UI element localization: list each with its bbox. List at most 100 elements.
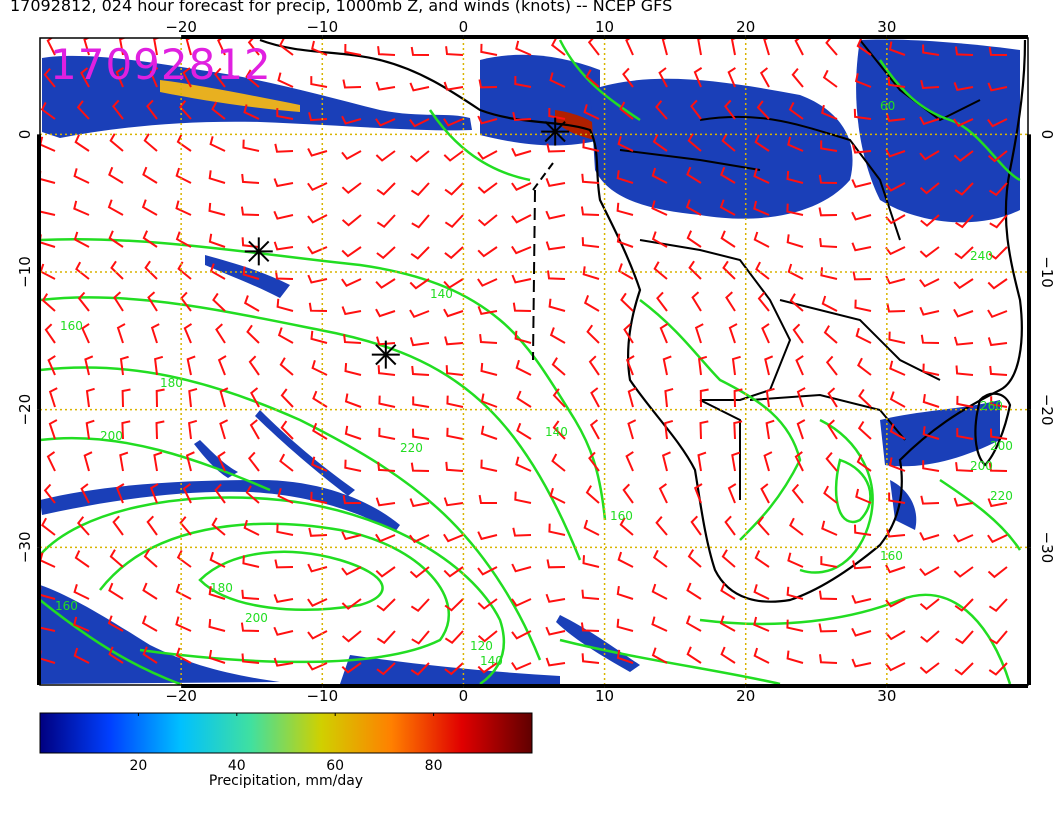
wind-barb xyxy=(851,242,872,252)
wind-barb xyxy=(375,533,396,543)
wind-barb xyxy=(753,616,770,632)
wind-barb xyxy=(445,46,464,56)
wind-barb xyxy=(728,323,738,344)
wind-barb xyxy=(919,116,940,126)
wind-barb xyxy=(546,559,566,569)
wind-barb xyxy=(551,38,566,56)
wind-barb xyxy=(242,266,260,280)
wind-barb xyxy=(547,270,566,280)
bottom-tick-bar xyxy=(181,684,323,688)
wind-barb xyxy=(211,101,226,120)
wind-barb xyxy=(548,107,566,120)
wind-barb xyxy=(697,38,705,56)
contour-label: 160 xyxy=(880,549,903,563)
wind-barb xyxy=(307,598,328,607)
wind-barb xyxy=(588,451,600,472)
wind-barb xyxy=(989,630,1008,645)
wind-barb xyxy=(81,323,90,344)
wind-barb xyxy=(341,115,362,125)
wind-barb xyxy=(209,551,226,568)
contour-label: 200 xyxy=(245,611,268,625)
wind-barb xyxy=(727,483,737,504)
wind-barb xyxy=(753,584,770,600)
wind-barb xyxy=(443,118,464,127)
wind-barb xyxy=(552,388,566,408)
wind-barb xyxy=(186,355,196,376)
wind-barb xyxy=(886,303,906,313)
wind-barb xyxy=(857,420,872,440)
wind-barb xyxy=(794,38,804,56)
contour-5 xyxy=(198,550,384,611)
wind-barb xyxy=(788,101,804,120)
wind-barb xyxy=(733,420,743,440)
wind-barb xyxy=(720,166,736,184)
wind-barb xyxy=(245,485,260,504)
bottom-lon-label: 20 xyxy=(736,687,755,705)
wind-barb xyxy=(477,630,498,643)
wind-barb xyxy=(477,182,498,194)
wind-barb xyxy=(74,134,90,152)
wind-barb xyxy=(953,118,974,127)
wind-barb xyxy=(919,150,940,161)
wind-barb xyxy=(444,630,464,644)
wind-barb xyxy=(175,583,192,600)
wind-barb xyxy=(147,291,158,312)
wind-barb xyxy=(243,104,260,120)
border-3 xyxy=(779,299,941,381)
wind-barb xyxy=(208,170,226,184)
wind-barb xyxy=(277,72,294,88)
contour-label: 60 xyxy=(880,99,895,113)
wind-barb xyxy=(242,139,260,152)
wind-barb xyxy=(445,365,464,376)
wind-barb xyxy=(581,237,600,248)
wind-barb xyxy=(375,497,396,507)
wind-barb xyxy=(511,147,532,157)
precip-streak-2 xyxy=(194,440,238,478)
wind-barb xyxy=(685,615,702,632)
wind-barb xyxy=(274,143,294,153)
wind-barb xyxy=(753,231,770,248)
wind-barb xyxy=(344,43,362,56)
wind-barb xyxy=(107,199,124,216)
wind-barb xyxy=(686,166,702,184)
wind-barb xyxy=(956,395,974,408)
wind-barb xyxy=(885,662,906,672)
wind-barb xyxy=(274,559,294,569)
wind-barb xyxy=(919,531,940,541)
wind-barb xyxy=(344,393,362,408)
top-lon-label: 10 xyxy=(595,18,614,36)
wind-barb xyxy=(307,182,328,192)
wind-barb xyxy=(153,451,163,472)
precip-sw-band xyxy=(40,480,400,532)
wind-barb xyxy=(311,40,328,56)
wind-barb xyxy=(113,291,124,312)
wind-barb xyxy=(477,115,498,125)
contour-label: 200 xyxy=(990,439,1013,453)
wind-barb xyxy=(75,261,90,280)
wind-barb xyxy=(697,451,707,472)
wind-barb xyxy=(511,274,532,284)
contour-10 xyxy=(559,638,781,685)
wind-barb xyxy=(443,533,464,543)
colorbar-tick-label: 60 xyxy=(326,758,345,774)
border-5 xyxy=(699,115,901,241)
wind-barb xyxy=(308,527,328,537)
bottom-tick-bar xyxy=(886,684,1028,688)
wind-barb xyxy=(341,598,362,610)
wind-barb xyxy=(208,649,226,664)
madagascar-coast xyxy=(974,392,1012,467)
wind-barb xyxy=(821,295,838,312)
wind-barb xyxy=(885,630,906,641)
wind-barb xyxy=(821,520,838,536)
wind-barb xyxy=(733,388,743,408)
wind-barb xyxy=(653,261,668,280)
wind-barb xyxy=(310,491,328,504)
wind-barb xyxy=(214,483,226,504)
wind-barb xyxy=(851,179,872,188)
wind-barb xyxy=(616,585,634,600)
wind-barb xyxy=(273,210,294,220)
contour-label: 120 xyxy=(470,639,493,653)
wind-barb xyxy=(724,515,736,536)
wind-barb xyxy=(209,136,226,152)
wind-barb xyxy=(694,323,704,344)
